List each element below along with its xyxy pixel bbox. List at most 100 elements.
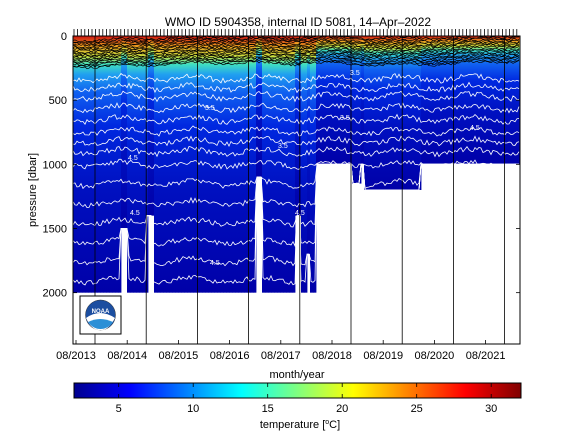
isotherm-line bbox=[73, 113, 520, 125]
isotherm-line bbox=[73, 37, 520, 47]
temperature-profile-column bbox=[154, 36, 158, 293]
contour-label: 3.5 bbox=[205, 105, 215, 112]
temperature-profile-column bbox=[457, 36, 461, 165]
colorbar-tick-label: 25 bbox=[411, 403, 423, 415]
isotherm-line bbox=[73, 49, 520, 58]
isotherm-line bbox=[73, 90, 520, 103]
x-tick-label: 08/2016 bbox=[210, 350, 250, 362]
temperature-profile-column bbox=[367, 36, 371, 190]
temperature-profile-column bbox=[406, 36, 410, 190]
y-tick-label: 1500 bbox=[43, 224, 67, 236]
temperature-profile-column bbox=[193, 36, 197, 293]
isotherm-line bbox=[73, 46, 520, 55]
temperature-profile-column bbox=[79, 36, 83, 293]
isotherm-line bbox=[73, 135, 520, 148]
temperature-profile-column bbox=[445, 36, 449, 165]
temperature-profile-column bbox=[355, 36, 359, 184]
temperature-profile-column bbox=[85, 36, 89, 293]
temperature-profile-column bbox=[220, 36, 224, 293]
contour-label: 4.5 bbox=[210, 260, 220, 267]
isotherm-line bbox=[73, 158, 519, 170]
temperature-profile-column bbox=[115, 36, 119, 293]
temperature-profile-column bbox=[421, 36, 425, 165]
temperature-profile-column bbox=[487, 36, 491, 165]
temperature-profile-column bbox=[400, 36, 404, 190]
temperature-profile-column bbox=[175, 36, 179, 293]
temperature-profile-column bbox=[373, 36, 377, 190]
isotherm-line bbox=[73, 39, 520, 48]
temperature-profile-column bbox=[292, 36, 296, 293]
temperature-profile-column bbox=[391, 36, 395, 190]
y-tick-label: 2000 bbox=[43, 288, 67, 300]
isotherm-line bbox=[73, 53, 520, 63]
contour-label: 3.5 bbox=[340, 115, 350, 122]
contour-label: 3.5 bbox=[350, 70, 360, 77]
temperature-profile-column bbox=[439, 36, 443, 165]
temperature-profile-column bbox=[187, 36, 191, 293]
temperature-profile-column bbox=[502, 36, 506, 165]
temperature-profile-column bbox=[484, 36, 488, 165]
isotherm-line bbox=[73, 36, 519, 43]
temperature-profile-column bbox=[88, 36, 92, 293]
temperature-profile-column bbox=[265, 36, 269, 293]
temperature-profile-column bbox=[190, 36, 194, 293]
temperature-profile-column bbox=[268, 36, 272, 293]
temperature-profile-column bbox=[118, 36, 122, 293]
isotherm-line bbox=[73, 57, 520, 67]
temperature-profile-column bbox=[505, 36, 509, 165]
temperature-profile-column bbox=[481, 36, 485, 165]
x-tick-label: 08/2019 bbox=[363, 350, 403, 362]
isotherm-line bbox=[73, 36, 520, 44]
temperature-profile-column bbox=[472, 36, 476, 165]
colorbar-tick-label: 20 bbox=[336, 403, 348, 415]
temperature-profile-column bbox=[340, 36, 344, 165]
temperature-profile-column bbox=[346, 36, 350, 165]
temperature-profile-column bbox=[301, 36, 305, 293]
temperature-profile-column bbox=[121, 36, 125, 229]
temperature-profile-column bbox=[415, 36, 419, 190]
isotherm-line bbox=[73, 52, 520, 61]
temperature-profile-column bbox=[475, 36, 479, 165]
temperature-profile-column bbox=[460, 36, 464, 165]
temperature-profile-column bbox=[136, 36, 140, 293]
contour-label: 4.5 bbox=[470, 125, 480, 132]
isotherm-line bbox=[73, 146, 520, 158]
isotherm-line bbox=[73, 163, 519, 286]
temperature-profile-column bbox=[226, 36, 230, 293]
y-tick-label: 0 bbox=[61, 31, 67, 43]
x-tick-label: 08/2013 bbox=[56, 350, 96, 362]
temperature-profile-column bbox=[229, 36, 233, 293]
temperature-profile-column bbox=[199, 36, 203, 293]
x-axis-label: month/year bbox=[269, 369, 324, 381]
isotherm-line bbox=[73, 58, 520, 68]
temperature-profile-column bbox=[127, 36, 131, 293]
colorbar: 5 10 15 20 25 30 temperature [oC] bbox=[73, 382, 522, 431]
contour-label: 4.5 bbox=[295, 210, 305, 217]
temperature-profile-column bbox=[382, 36, 386, 190]
temperature-profile-column bbox=[163, 36, 167, 293]
temperature-profile-column bbox=[409, 36, 413, 190]
temperature-profile-column bbox=[436, 36, 440, 165]
temperature-profile-column bbox=[277, 36, 281, 293]
temperature-profile-column bbox=[256, 36, 260, 178]
contour-label: 4.5 bbox=[130, 210, 140, 217]
x-tick-label: 08/2017 bbox=[261, 350, 301, 362]
temperature-profile-column bbox=[454, 36, 458, 165]
colorbar-tick-label: 5 bbox=[116, 403, 122, 415]
isotherm-line bbox=[73, 36, 520, 46]
temperature-profile-column bbox=[172, 36, 176, 293]
temperature-profile-column bbox=[244, 36, 248, 293]
temperature-profile-column bbox=[331, 36, 335, 165]
temperature-profile-column bbox=[316, 36, 320, 165]
contour-label: 4.5 bbox=[128, 155, 138, 162]
colorbar-tick-label: 10 bbox=[187, 403, 199, 415]
temperature-profile-column bbox=[178, 36, 182, 293]
temperature-profile-column bbox=[166, 36, 170, 293]
temperature-profile-column bbox=[205, 36, 209, 293]
temperature-profile-column bbox=[448, 36, 452, 165]
temperature-profile-column bbox=[418, 36, 422, 190]
y-tick-label: 500 bbox=[49, 95, 67, 107]
x-tick-label: 08/2018 bbox=[312, 350, 352, 362]
noaa-logo: NOAA bbox=[79, 295, 122, 335]
